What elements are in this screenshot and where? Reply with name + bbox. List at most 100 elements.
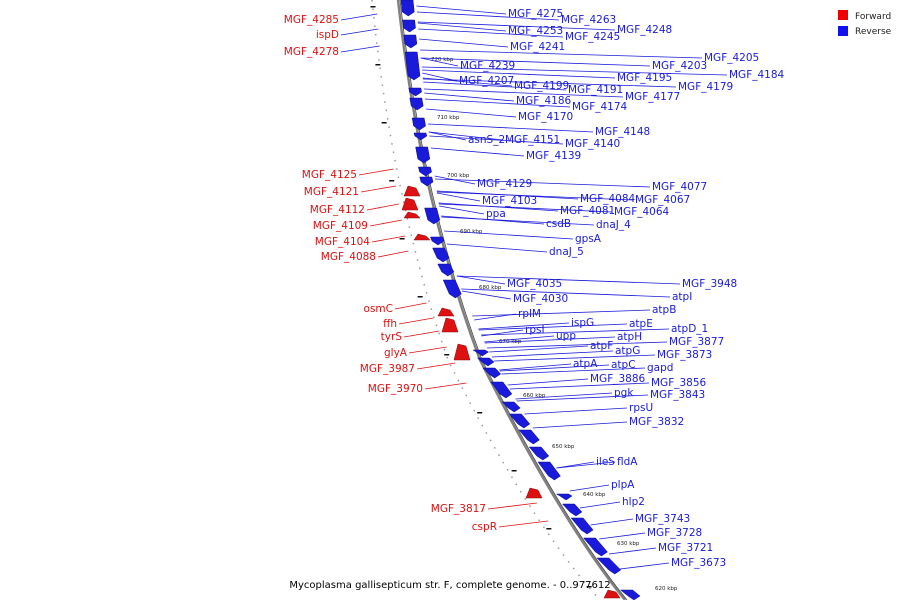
gene-label[interactable]: MGF_3948	[682, 278, 737, 290]
gene-label[interactable]: MGF_4241	[510, 41, 565, 53]
reverse-gene-glyph[interactable]	[528, 446, 550, 461]
gene-label[interactable]: MGF_4084	[580, 193, 636, 205]
gene-label[interactable]: MGF_4112	[310, 204, 365, 216]
gene-label[interactable]: glyA	[384, 347, 408, 359]
gene-label[interactable]: atpF	[590, 340, 613, 352]
gene-label[interactable]: tyrS	[381, 331, 403, 343]
gene-label[interactable]: MGF_3877	[669, 336, 724, 348]
gene-label[interactable]: atpI	[672, 291, 692, 303]
forward-gene-glyph[interactable]	[403, 211, 421, 219]
gene-label[interactable]: MGF_4205	[704, 52, 759, 64]
gene-label[interactable]: MGF_4203	[652, 60, 707, 72]
gene-label[interactable]: MGF_4035	[507, 278, 562, 290]
gene-label[interactable]: atpE	[629, 318, 653, 330]
reverse-gene-glyph[interactable]	[501, 401, 521, 413]
gene-label[interactable]: MGF_3970	[368, 383, 423, 395]
gene-label[interactable]: dnaJ_4	[596, 219, 631, 231]
gene-label[interactable]: MGF_3873	[657, 349, 712, 361]
gene-label[interactable]: MGF_3728	[647, 527, 702, 539]
gene-label[interactable]: MGF_3743	[635, 513, 690, 525]
reverse-gene-glyph[interactable]	[413, 132, 428, 141]
gene-label[interactable]: MGF_3856	[651, 377, 707, 389]
gene-label[interactable]: hlp2	[622, 496, 645, 508]
reverse-gene-glyph[interactable]	[555, 493, 573, 501]
reverse-gene-glyph[interactable]	[437, 263, 455, 277]
reverse-gene-glyph[interactable]	[537, 461, 561, 481]
gene-label[interactable]: MGF_4030	[513, 293, 568, 305]
reverse-gene-glyph[interactable]	[430, 236, 445, 246]
forward-gene-glyph[interactable]	[403, 185, 421, 197]
gene-label[interactable]: MGF_3843	[650, 389, 705, 401]
gene-label[interactable]: ppa	[486, 208, 506, 220]
reverse-gene-glyph[interactable]	[432, 247, 450, 263]
gene-label[interactable]: ileS	[596, 456, 615, 468]
gene-label[interactable]: rpsU	[629, 402, 653, 414]
gene-label[interactable]: MGF_4140	[565, 138, 620, 150]
gene-label[interactable]: MGF_4239	[460, 60, 515, 72]
reverse-gene-glyph[interactable]	[518, 429, 540, 445]
reverse-gene-glyph[interactable]	[409, 97, 424, 111]
gene-label[interactable]: MGF_3987	[360, 363, 415, 375]
reverse-gene-glyph[interactable]	[411, 117, 426, 131]
gene-label[interactable]: MGF_4199	[514, 80, 569, 92]
gene-label[interactable]: MGF_4151	[505, 134, 560, 146]
reverse-gene-glyph[interactable]	[508, 413, 531, 429]
gene-label[interactable]: MGF_4177	[625, 91, 680, 103]
gene-label[interactable]: ispD	[316, 29, 339, 41]
gene-label[interactable]: MGF_3673	[671, 557, 726, 569]
gene-label[interactable]: MGF_4109	[313, 220, 368, 232]
reverse-gene-glyph[interactable]	[596, 557, 622, 575]
reverse-gene-glyph[interactable]	[476, 357, 495, 367]
reverse-gene-glyph[interactable]	[442, 279, 462, 299]
reverse-gene-glyph[interactable]	[570, 517, 594, 535]
gene-label[interactable]: MGF_4081	[560, 205, 615, 217]
gene-label[interactable]: plpA	[611, 479, 635, 491]
gene-label[interactable]: MGF_4104	[315, 236, 371, 248]
gene-label[interactable]: fldA	[617, 456, 638, 468]
gene-label[interactable]: upp	[556, 330, 576, 342]
forward-gene-glyph[interactable]	[413, 233, 431, 241]
gene-label[interactable]: atpA	[573, 358, 598, 370]
gene-label[interactable]: MGF_4125	[302, 169, 357, 181]
reverse-gene-glyph[interactable]	[619, 589, 641, 600]
gene-label[interactable]: atpD_1	[671, 323, 708, 335]
gene-label[interactable]: ispG	[571, 317, 594, 329]
gene-label[interactable]: MGF_4275	[508, 8, 563, 20]
gene-label[interactable]: MGF_3817	[431, 503, 486, 515]
reverse-gene-glyph[interactable]	[419, 176, 434, 187]
gene-label[interactable]: gpsA	[575, 233, 602, 245]
gene-label[interactable]: MGF_4064	[614, 206, 670, 218]
gene-label[interactable]: MGF_4263	[561, 14, 616, 26]
gene-label[interactable]: MGF_4121	[304, 186, 359, 198]
gene-label[interactable]: ffh	[383, 318, 397, 330]
gene-label[interactable]: MGF_4253	[508, 25, 563, 37]
gene-label[interactable]: MGF_3886	[590, 373, 646, 385]
gene-label[interactable]: atpH	[617, 331, 642, 343]
gene-label[interactable]: MGF_4207	[459, 75, 514, 87]
gene-label[interactable]: MGF_3721	[658, 542, 713, 554]
reverse-gene-glyph[interactable]	[418, 166, 432, 177]
gene-label[interactable]: MGF_4248	[617, 24, 672, 36]
gene-label[interactable]: MGF_4088	[321, 251, 376, 263]
gene-label[interactable]: MGF_4245	[565, 31, 620, 43]
gene-label[interactable]: MGF_4139	[526, 150, 581, 162]
gene-label[interactable]: MGF_4067	[635, 194, 690, 206]
gene-label[interactable]: MGF_4195	[617, 72, 672, 84]
gene-label[interactable]: MGF_4148	[595, 126, 650, 138]
forward-gene-glyph[interactable]	[401, 197, 419, 211]
gene-label[interactable]: MGF_3832	[629, 416, 684, 428]
forward-gene-glyph[interactable]	[453, 343, 471, 361]
gene-label[interactable]: rplM	[518, 308, 541, 320]
gene-label[interactable]: dnaJ_5	[549, 246, 584, 258]
reverse-gene-glyph[interactable]	[415, 146, 431, 164]
reverse-gene-glyph[interactable]	[583, 537, 608, 557]
reverse-gene-glyph[interactable]	[403, 34, 418, 49]
gene-label[interactable]: MGF_4103	[482, 195, 537, 207]
gene-label[interactable]: atpC	[611, 359, 636, 371]
gene-label[interactable]: atpG	[615, 345, 640, 357]
reverse-gene-glyph[interactable]	[402, 19, 416, 33]
gene-label[interactable]: atpB	[652, 304, 676, 316]
gene-label[interactable]: osmC	[364, 303, 393, 315]
gene-label[interactable]: cspR	[472, 521, 497, 533]
gene-label[interactable]: MGF_4129	[477, 178, 532, 190]
